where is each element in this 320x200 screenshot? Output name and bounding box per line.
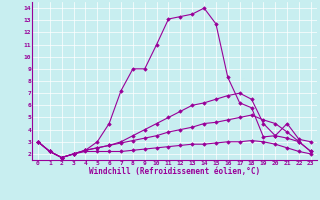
X-axis label: Windchill (Refroidissement éolien,°C): Windchill (Refroidissement éolien,°C) — [89, 167, 260, 176]
